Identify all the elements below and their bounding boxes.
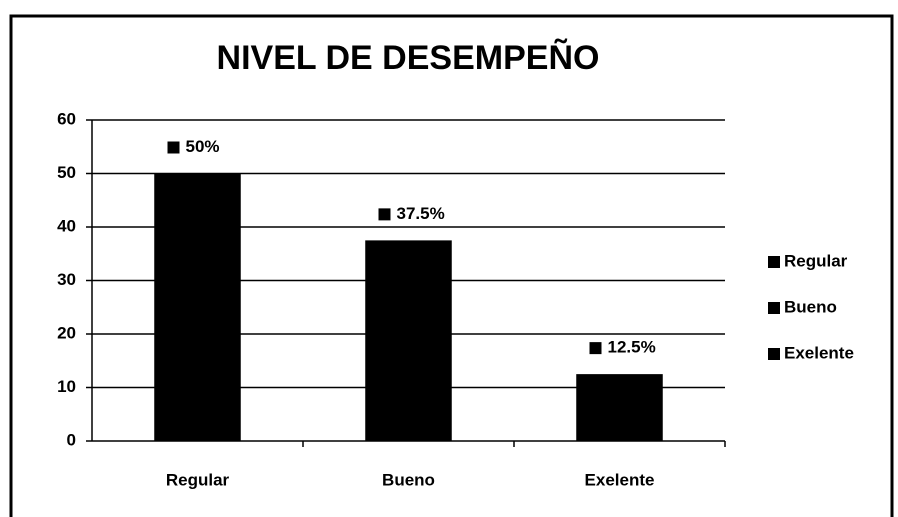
- value-label: 12.5%: [608, 338, 656, 357]
- x-tick-label: Regular: [166, 470, 230, 489]
- chart-title: NIVEL DE DESEMPEÑO: [217, 39, 600, 77]
- value-label-marker: [167, 141, 180, 154]
- y-tick-label: 40: [57, 216, 76, 235]
- legend-label: Bueno: [784, 297, 837, 316]
- bar: [576, 374, 663, 441]
- y-tick-label: 30: [57, 270, 76, 289]
- y-tick-label: 60: [57, 109, 76, 128]
- bar: [154, 173, 241, 441]
- value-label: 37.5%: [397, 204, 445, 223]
- x-tick-label: Bueno: [382, 470, 435, 489]
- bar: [365, 240, 452, 441]
- x-tick-label: Exelente: [585, 470, 655, 489]
- legend-marker: [768, 302, 780, 314]
- value-label: 50%: [186, 137, 220, 156]
- y-tick-label: 50: [57, 163, 76, 182]
- y-tick-label: 10: [57, 377, 76, 396]
- value-label-marker: [589, 342, 602, 355]
- y-tick-label: 20: [57, 323, 76, 342]
- y-tick-label: 0: [67, 430, 76, 449]
- legend-marker: [768, 348, 780, 360]
- legend-label: Regular: [784, 251, 848, 270]
- value-label-marker: [378, 208, 391, 221]
- legend-marker: [768, 256, 780, 268]
- legend-label: Exelente: [784, 343, 854, 362]
